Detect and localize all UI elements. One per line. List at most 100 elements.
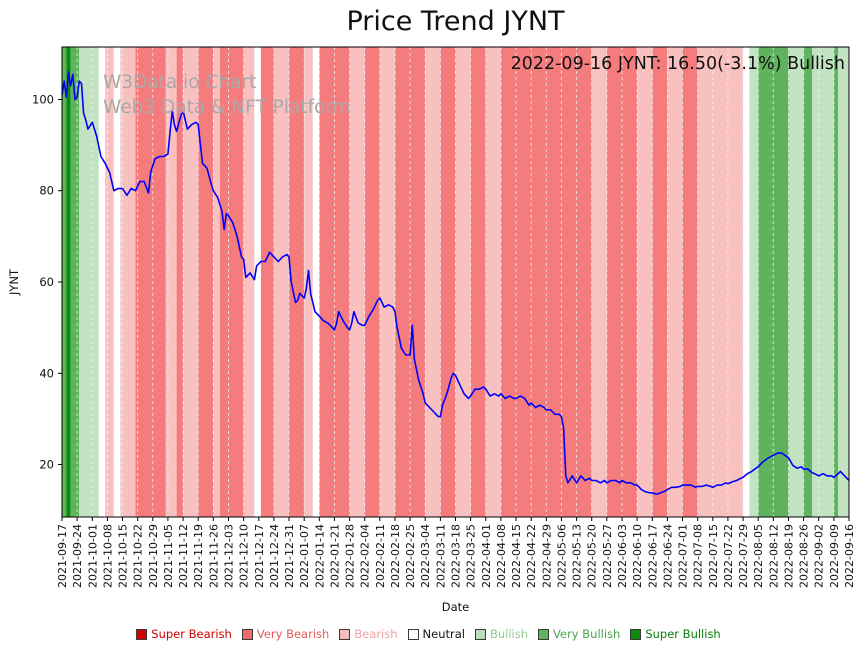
- legend-swatch: [538, 628, 550, 640]
- x-tick-label: 2021-11-19: [192, 524, 205, 588]
- band-bearish: [213, 47, 220, 517]
- x-tick-label: 2022-06-17: [646, 524, 659, 588]
- x-tick-label: 2022-04-01: [480, 524, 493, 588]
- x-tick-label: 2022-04-22: [525, 524, 538, 588]
- legend-swatch: [630, 628, 642, 640]
- x-tick-label: 2022-05-13: [571, 524, 584, 588]
- legend-swatch: [474, 628, 486, 640]
- x-tick-label: 2021-09-24: [71, 524, 84, 588]
- x-tick-label: 2022-04-15: [510, 524, 523, 588]
- band-very_bearish: [440, 47, 456, 517]
- band-bearish: [183, 47, 199, 517]
- x-tick-label: 2021-10-01: [86, 524, 99, 588]
- band-bearish: [697, 47, 744, 517]
- band-bearish: [455, 47, 471, 517]
- x-tick-label: 2021-10-15: [117, 524, 130, 588]
- band-bearish: [273, 47, 289, 517]
- x-tick-label: 2022-03-18: [450, 524, 463, 588]
- x-axis-ticks: 2021-09-17 2021-09-24 2021-10-01 2021-10-08…: [56, 517, 856, 588]
- x-tick-label: 2022-08-12: [767, 524, 780, 588]
- band-very_bullish: [803, 47, 813, 517]
- legend-label: Neutral: [422, 627, 465, 641]
- legend-swatch: [407, 628, 419, 640]
- x-tick-label: 2021-10-08: [101, 524, 114, 588]
- x-tick-label: 2022-01-21: [328, 524, 341, 588]
- x-tick-label: 2021-10-29: [147, 524, 160, 588]
- band-bullish: [749, 47, 759, 517]
- x-tick-label: 2021-12-03: [223, 524, 236, 588]
- x-tick-label: 2022-07-08: [692, 524, 705, 588]
- band-bearish: [637, 47, 653, 517]
- x-tick-label: 2022-04-08: [495, 524, 508, 588]
- band-bullish: [812, 47, 834, 517]
- band-bearish: [425, 47, 441, 517]
- watermark-line-1: W3Data.io Chart: [103, 72, 257, 93]
- band-very_bearish: [289, 47, 305, 517]
- band-very_bearish: [198, 47, 214, 517]
- band-very_bearish: [470, 47, 486, 517]
- x-tick-label: 2022-07-29: [737, 524, 750, 588]
- band-very_bearish: [176, 47, 184, 517]
- x-tick-label: 2021-10-22: [132, 524, 145, 588]
- watermark-line-2: Web3 Data & NFT Platform: [103, 96, 351, 118]
- x-tick-label: 2022-01-28: [344, 524, 357, 588]
- band-bearish: [120, 47, 136, 517]
- band-very_bullish: [70, 47, 80, 517]
- legend-item: Bullish: [474, 627, 529, 641]
- legend-label: Very Bearish: [256, 627, 330, 641]
- x-tick-label: 2022-01-07: [298, 524, 311, 588]
- x-tick-label: 2022-05-27: [601, 524, 614, 588]
- x-tick-label: 2022-07-01: [677, 524, 690, 588]
- y-tick-label: 40: [39, 366, 54, 380]
- band-bearish: [304, 47, 313, 517]
- legend-item: Neutral: [407, 627, 465, 641]
- band-neutral: [98, 47, 106, 517]
- x-tick-label: 2022-05-20: [586, 524, 599, 588]
- legend-label: Very Bullish: [553, 627, 621, 641]
- band-very_bearish: [260, 47, 274, 517]
- y-axis-ticks: 20 40 60 80 100: [32, 93, 62, 472]
- x-axis-label: Date: [441, 600, 470, 614]
- x-tick-label: 2022-02-11: [374, 524, 387, 588]
- band-bearish: [591, 47, 607, 517]
- x-tick-label: 2022-05-06: [555, 524, 568, 588]
- x-tick-label: 2022-04-29: [540, 524, 553, 588]
- legend-swatch: [339, 628, 351, 640]
- band-very_bearish: [652, 47, 668, 517]
- x-tick-label: 2021-12-17: [253, 524, 266, 588]
- legend-item: Super Bullish: [630, 627, 721, 641]
- band-very_bearish: [364, 47, 380, 517]
- chart-title: Price Trend JYNT: [346, 6, 565, 37]
- y-tick-label: 60: [39, 275, 54, 289]
- x-tick-label: 2022-06-24: [661, 524, 674, 588]
- band-bearish: [349, 47, 365, 517]
- x-tick-label: 2021-11-12: [177, 524, 190, 588]
- y-tick-label: 80: [39, 184, 54, 198]
- band-bullish: [838, 47, 849, 517]
- x-tick-label: 2021-11-05: [162, 524, 175, 588]
- x-tick-label: 2022-03-25: [465, 524, 478, 588]
- band-very_bearish: [682, 47, 698, 517]
- x-tick-label: 2022-06-03: [616, 524, 629, 588]
- band-bearish: [105, 47, 114, 517]
- x-tick-label: 2022-07-15: [707, 524, 720, 588]
- legend-swatch: [241, 628, 253, 640]
- band-very_bearish: [219, 47, 244, 517]
- legend-item: Very Bearish: [241, 627, 330, 641]
- y-tick-label: 20: [39, 458, 54, 472]
- band-bearish: [165, 47, 177, 517]
- legend-label: Bullish: [489, 627, 529, 641]
- x-tick-label: 2022-07-22: [722, 524, 735, 588]
- x-tick-label: 2021-11-26: [207, 524, 220, 588]
- x-tick-label: 2022-01-14: [313, 524, 326, 588]
- band-bullish: [79, 47, 99, 517]
- x-tick-label: 2022-02-18: [389, 524, 402, 588]
- x-tick-label: 2022-09-09: [828, 524, 841, 588]
- legend-label: Super Bearish: [151, 627, 232, 641]
- band-neutral: [254, 47, 261, 517]
- x-tick-label: 2022-03-11: [434, 524, 447, 588]
- legend-item: Super Bearish: [136, 627, 232, 641]
- price-annotation: 2022-09-16 JYNT: 16.50(-3.1%) Bullish: [510, 54, 845, 74]
